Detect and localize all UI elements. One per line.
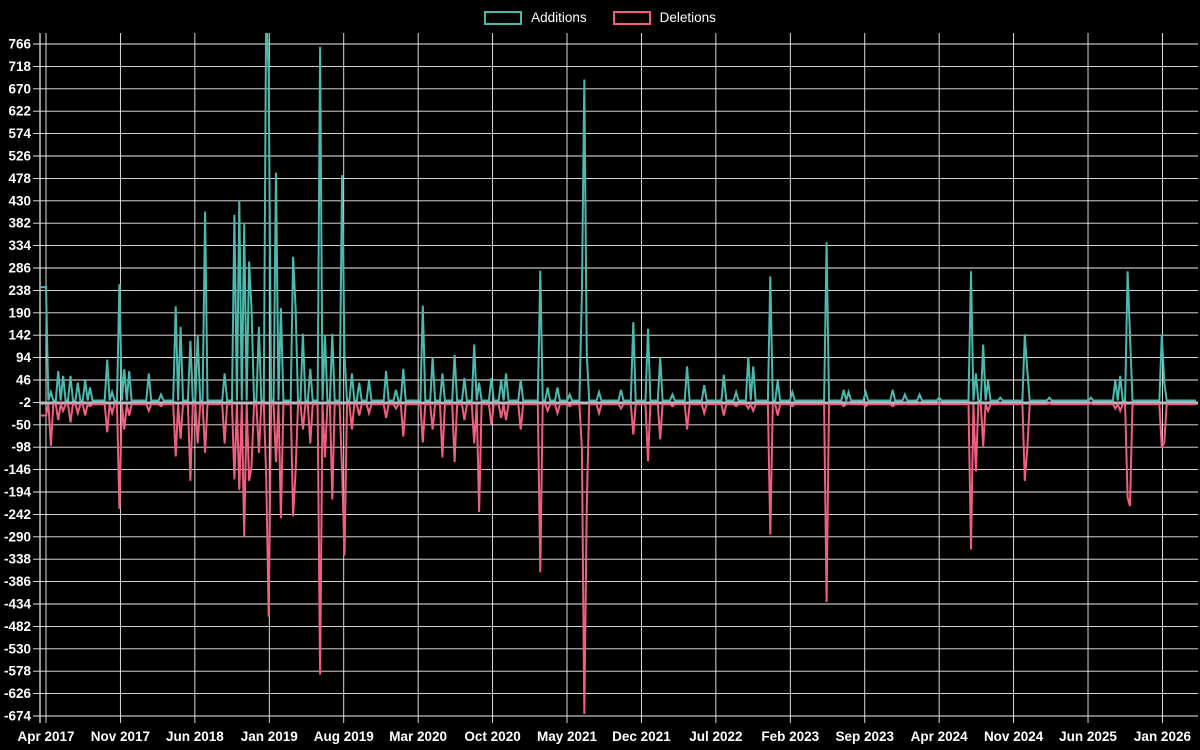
y-tick-label: -626 xyxy=(4,686,32,701)
x-tick-label: Jun 2025 xyxy=(1059,729,1117,744)
y-tick-label: -530 xyxy=(4,641,31,656)
y-tick-label: 190 xyxy=(8,305,31,320)
y-tick-label: 46 xyxy=(16,373,32,388)
x-tick-label: Dec 2021 xyxy=(612,729,671,744)
y-tick-label: 94 xyxy=(16,350,32,365)
x-tick-label: Aug 2019 xyxy=(314,729,374,744)
y-tick-label: 574 xyxy=(8,126,31,141)
y-tick-label: 334 xyxy=(8,238,31,253)
y-tick-label: 718 xyxy=(8,59,31,74)
y-tick-label: -242 xyxy=(4,507,31,522)
x-tick-label: Apr 2017 xyxy=(17,729,74,744)
x-gridlines-and-labels: Apr 2017 Nov 2017 Jun 2018 Jan 2019 Aug 2019… xyxy=(17,33,1191,744)
x-tick-label: Nov 2017 xyxy=(91,729,150,744)
y-tick-label: 670 xyxy=(8,81,31,96)
x-tick-label: Feb 2023 xyxy=(761,729,819,744)
y-tick-label: -98 xyxy=(11,440,31,455)
x-tick-label: Jun 2018 xyxy=(166,729,224,744)
additions-line xyxy=(41,33,1197,405)
x-tick-label: Sep 2023 xyxy=(835,729,894,744)
y-tick-label: 238 xyxy=(8,283,31,298)
x-tick-label: Jan 2019 xyxy=(241,729,298,744)
x-tick-label: Oct 2020 xyxy=(464,729,520,744)
additions-swatch-icon xyxy=(484,11,523,25)
deletions-line xyxy=(41,400,1197,715)
x-tick-label: Nov 2024 xyxy=(984,729,1044,744)
y-tick-label: 478 xyxy=(8,171,31,186)
y-tick-label: -434 xyxy=(4,597,32,612)
legend-item-additions[interactable]: Additions xyxy=(484,11,587,25)
y-tick-label: 526 xyxy=(8,149,31,164)
x-tick-label: Jan 2026 xyxy=(1134,729,1192,744)
y-tick-label: -674 xyxy=(4,709,32,724)
legend-label-additions: Additions xyxy=(531,10,587,25)
y-tick-label: -2 xyxy=(19,395,31,410)
y-tick-label: -482 xyxy=(4,619,31,634)
x-tick-label: Jul 2022 xyxy=(689,729,742,744)
x-tick-label: May 2021 xyxy=(537,729,598,744)
y-tick-label: -386 xyxy=(4,574,32,589)
deletions-swatch-icon xyxy=(612,11,651,25)
y-tick-label: -50 xyxy=(11,417,31,432)
y-tick-label: -194 xyxy=(4,485,32,500)
legend-item-deletions[interactable]: Deletions xyxy=(612,10,716,25)
y-tick-label: -338 xyxy=(4,552,32,567)
y-tick-label: 622 xyxy=(8,104,31,119)
legend-label-deletions: Deletions xyxy=(659,10,716,25)
y-gridlines-and-labels: 766 718 670 622 574 526 478 430 382 334 286 238 190 1… xyxy=(4,37,1198,724)
y-tick-label: -290 xyxy=(4,529,31,544)
y-tick-label: 382 xyxy=(8,216,31,231)
y-tick-label: 142 xyxy=(8,328,31,343)
chart-legend: Additions Deletions xyxy=(0,6,1200,30)
y-tick-label: 286 xyxy=(8,261,31,276)
y-tick-label: 430 xyxy=(8,193,31,208)
y-tick-label: 766 xyxy=(8,37,31,52)
y-tick-label: -578 xyxy=(4,664,32,679)
data-series xyxy=(40,33,1198,715)
x-tick-label: Mar 2020 xyxy=(389,729,447,744)
y-tick-label: -146 xyxy=(4,462,32,477)
x-tick-label: Apr 2024 xyxy=(911,729,969,744)
